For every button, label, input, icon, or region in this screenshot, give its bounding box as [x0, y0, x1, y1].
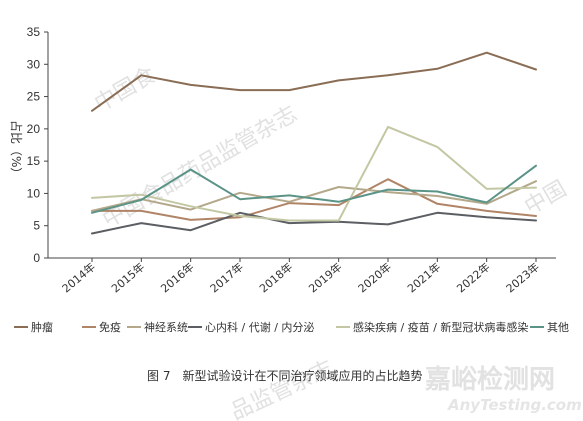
series-line [91, 51, 537, 112]
x-tick-label: 2023年 [503, 260, 542, 296]
series-line [91, 180, 537, 212]
legend-label: 神经系统 [144, 320, 188, 334]
y-ticks: 0 5 10 15 20 25 30 35 [27, 25, 48, 265]
x-tick-label: 2014年 [59, 260, 98, 296]
y-tick-label: 25 [27, 90, 41, 104]
y-axis-label: 占比（%） [9, 120, 24, 179]
brand-url: AnyTesting.com [447, 396, 582, 414]
y-tick-label: 0 [33, 251, 40, 265]
x-tick-label: 2017年 [207, 260, 246, 296]
axes [47, 32, 556, 259]
x-tick-label: 2016年 [158, 260, 197, 296]
y-tick-label: 35 [27, 25, 41, 39]
legend-label: 免疫 [99, 320, 121, 334]
legend-label: 感染疾病 / 疫苗 / 新型冠状病毒感染 [353, 320, 528, 334]
watermark-text: 品监管杂志 [227, 356, 337, 421]
x-ticks: 2014年 2015年 2016年 2017年 2018年 2019年 2020年 2021年… [59, 258, 542, 295]
watermark-text: 中国 [521, 177, 572, 221]
y-tick-label: 15 [27, 154, 41, 168]
series-line [91, 164, 537, 214]
legend-label: 肿瘤 [31, 320, 53, 334]
figure-caption: 图 7 新型试验设计在不同治疗领域应用的占比趋势 [147, 368, 422, 383]
series-line [91, 178, 537, 221]
legend-label: 心内科 / 代谢 / 内分泌 [205, 320, 314, 334]
y-tick-label: 10 [27, 186, 41, 200]
x-tick-label: 2020年 [355, 260, 394, 296]
legend-label: 其他 [547, 321, 569, 334]
x-tick-label: 2022年 [454, 260, 493, 296]
series-line [91, 211, 537, 235]
y-tick-label: 5 [33, 219, 40, 233]
x-tick-label: 2015年 [108, 260, 147, 296]
x-tick-label: 2018年 [256, 260, 295, 296]
brand-logo: 嘉峪检测网 AnyTesting.com [425, 364, 582, 414]
brand-name: 嘉峪检测网 [425, 364, 555, 395]
y-tick-label: 30 [27, 57, 41, 71]
x-tick-label: 2021年 [404, 260, 443, 296]
y-tick-label: 20 [27, 122, 41, 136]
x-tick-label: 2019年 [306, 260, 345, 296]
series-layer [91, 51, 537, 235]
legend: 肿瘤 免疫 神经系统 心内科 / 代谢 / 内分泌 感染疾病 / 疫苗 / 新型冠状病毒… [14, 320, 569, 334]
watermark-text: 中国食品药品监管杂志 [99, 102, 302, 234]
watermark-text: 中国食 [91, 63, 161, 118]
series-line [91, 125, 537, 222]
